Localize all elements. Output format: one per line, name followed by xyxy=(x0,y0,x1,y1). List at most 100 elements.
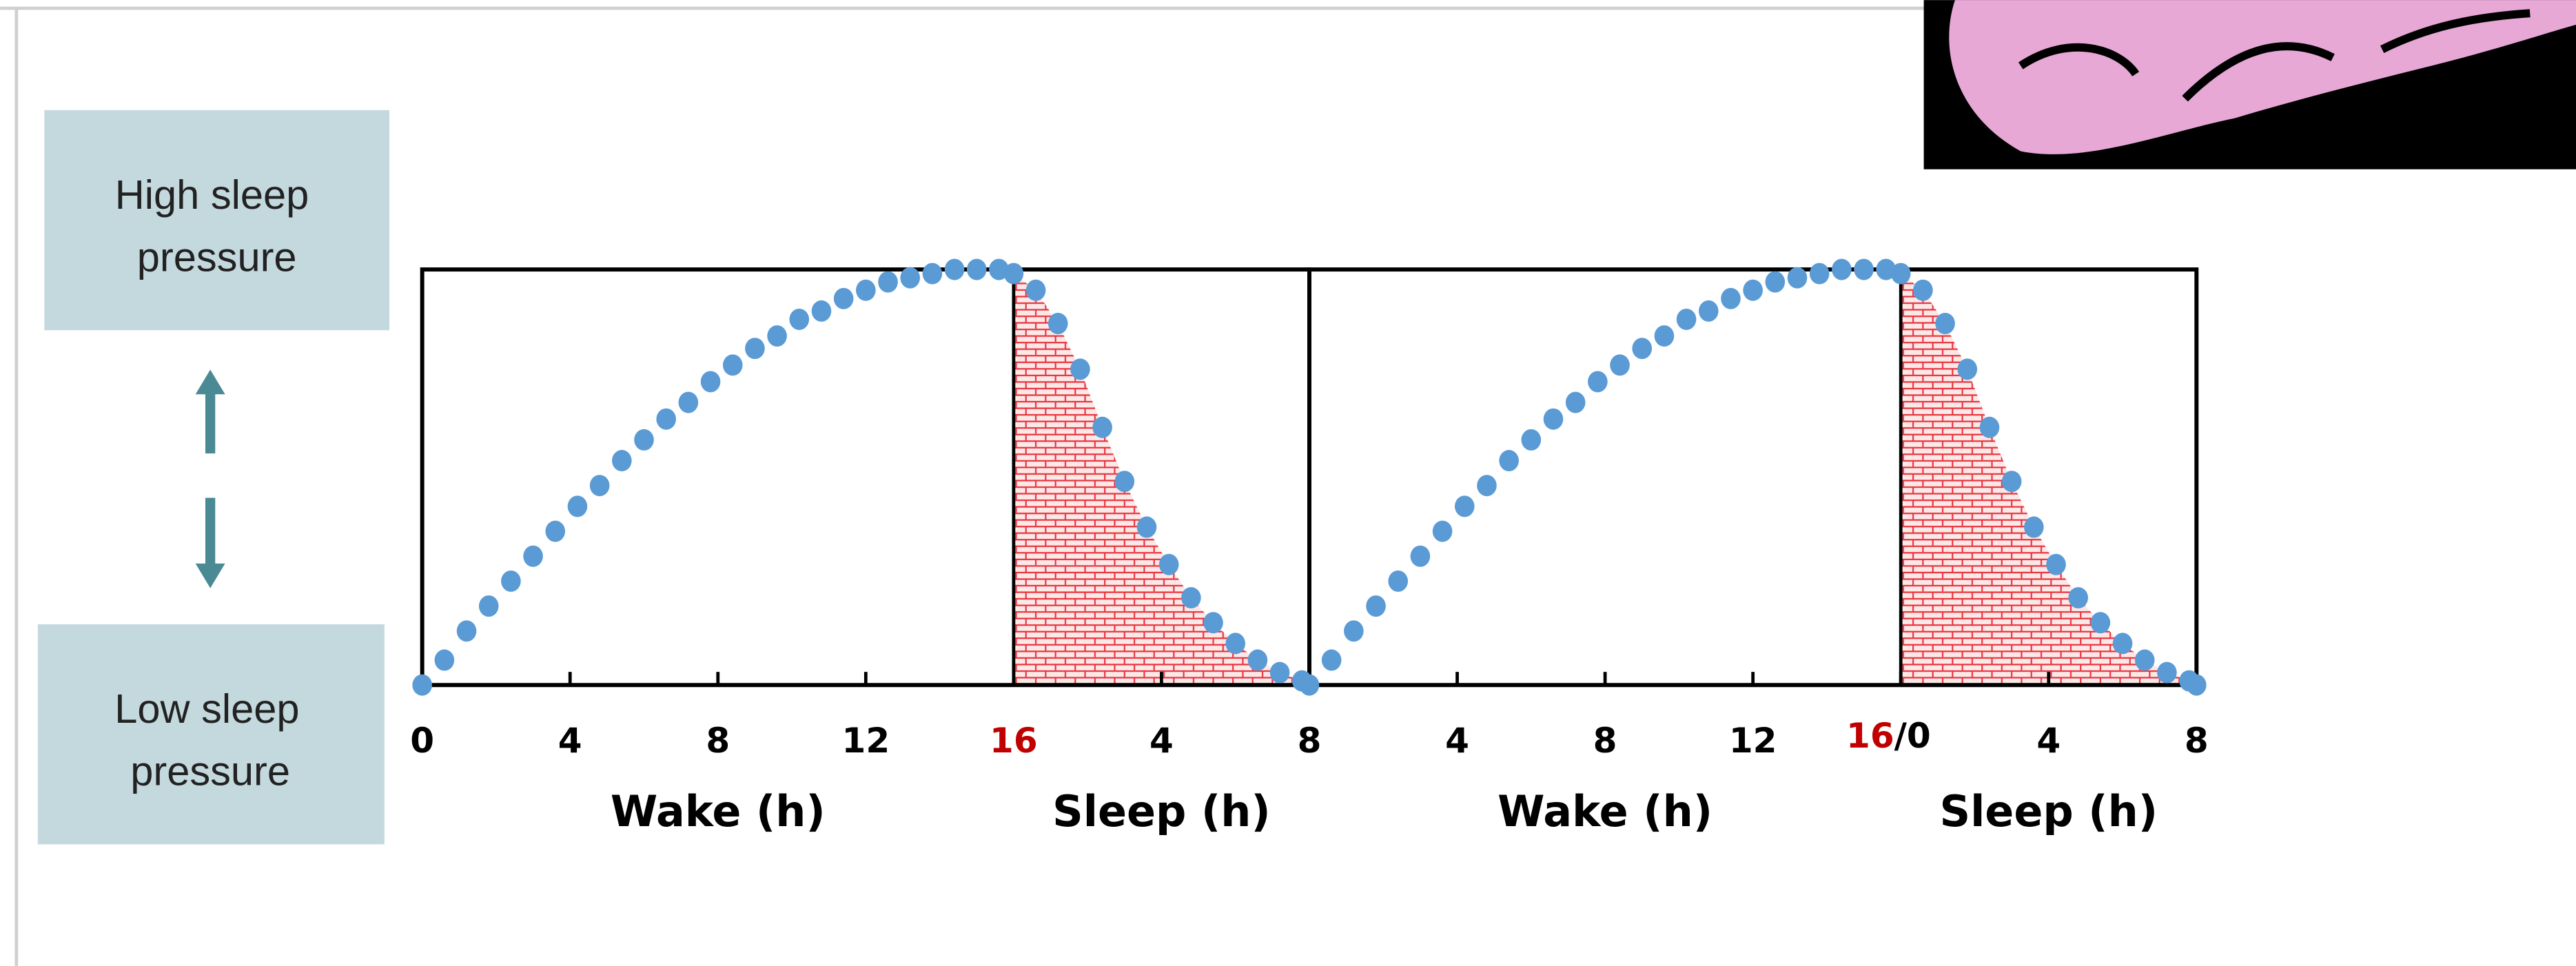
data-point xyxy=(1499,450,1519,472)
x-tick-label: 16 xyxy=(1846,716,1894,756)
data-point xyxy=(966,258,987,280)
data-point xyxy=(1344,620,1364,642)
data-point xyxy=(501,570,521,592)
data-point xyxy=(478,595,499,617)
brain-image xyxy=(1923,0,2576,169)
low-text: pressure xyxy=(130,748,290,794)
data-point xyxy=(2187,674,2207,696)
data-point xyxy=(1676,308,1697,330)
data-point xyxy=(722,354,743,376)
data-point xyxy=(989,258,1009,280)
data-point xyxy=(1092,416,1112,438)
data-point xyxy=(1181,587,1201,609)
high-text: pressure xyxy=(137,234,297,280)
data-point xyxy=(700,371,721,393)
data-point xyxy=(856,279,876,301)
data-point xyxy=(456,620,477,642)
data-point xyxy=(1876,258,1897,280)
data-point xyxy=(1225,633,1246,655)
x-axis-label: Wake (h) xyxy=(611,786,826,836)
data-point xyxy=(2001,471,2022,493)
data-point xyxy=(1269,661,1290,684)
data-point xyxy=(745,338,765,360)
x-tick-suffix: /0 xyxy=(1894,716,1931,756)
data-point xyxy=(1979,416,2000,438)
data-point xyxy=(1809,263,1830,285)
data-point xyxy=(2134,649,2155,671)
data-point xyxy=(1070,358,1090,380)
low-text: Low sleep xyxy=(114,686,299,732)
data-point xyxy=(567,495,588,517)
sleep-shade xyxy=(1013,274,1309,686)
low-box xyxy=(37,624,385,845)
data-point xyxy=(678,391,699,413)
data-point xyxy=(434,649,455,671)
data-point xyxy=(1025,279,1046,301)
data-point xyxy=(1832,258,1852,280)
data-point xyxy=(523,545,543,567)
data-point xyxy=(2090,612,2111,634)
x-tick-label: 4 xyxy=(1149,721,1174,761)
data-point xyxy=(922,263,943,285)
data-point xyxy=(1698,300,1719,322)
data-point xyxy=(1854,258,1874,280)
data-point xyxy=(545,520,566,542)
data-point xyxy=(1632,338,1653,360)
data-point xyxy=(900,267,920,289)
arrow-down xyxy=(195,497,225,588)
data-point xyxy=(944,258,965,280)
x-axis-label: Sleep (h) xyxy=(1939,786,2158,836)
data-point xyxy=(1477,475,1497,497)
x-axis-label: Wake (h) xyxy=(1497,786,1713,836)
data-point xyxy=(1432,520,1453,542)
data-point xyxy=(1158,553,1179,575)
data-point xyxy=(1743,279,1763,301)
data-point xyxy=(1203,612,1223,634)
x-tick-label: 16 xyxy=(990,721,1038,761)
data-point xyxy=(1299,674,1320,696)
data-point xyxy=(2024,516,2044,538)
data-point xyxy=(412,674,432,696)
plot: Wake (h) Sleep (h) Wake (h) Sleep (h) 0 4 8 12 1… xyxy=(410,258,2209,836)
data-point xyxy=(789,308,810,330)
data-point xyxy=(1047,313,1068,334)
sleep-shade xyxy=(1901,274,2197,686)
x-tick-label: 12 xyxy=(842,721,890,761)
x-tick-label: 8 xyxy=(1593,721,1617,761)
data-point xyxy=(1114,471,1135,493)
data-point xyxy=(1136,516,1157,538)
data-point xyxy=(1787,267,1808,289)
data-point xyxy=(767,325,787,347)
data-point xyxy=(2112,633,2133,655)
x-tick-label: 8 xyxy=(1298,721,1322,761)
x-tick-label: 8 xyxy=(2185,721,2209,761)
data-point xyxy=(1957,358,1978,380)
high-text: High sleep xyxy=(115,172,309,218)
data-point xyxy=(878,271,898,293)
high-box xyxy=(44,110,389,331)
data-point xyxy=(1454,495,1475,517)
data-point xyxy=(1610,354,1630,376)
x-tick-label: 0 xyxy=(410,721,434,761)
data-point xyxy=(1654,325,1675,347)
data-point xyxy=(1366,595,1386,617)
data-point xyxy=(1003,263,1024,285)
x-tick-label: 4 xyxy=(1445,721,1469,761)
data-point xyxy=(1388,570,1409,592)
data-point xyxy=(1247,649,1268,671)
data-point xyxy=(1565,391,1586,413)
data-point xyxy=(811,300,832,322)
data-point xyxy=(589,475,610,497)
data-point xyxy=(1721,287,1741,309)
data-point xyxy=(1890,263,1911,285)
data-point xyxy=(2068,587,2088,609)
data-point xyxy=(1521,429,1542,451)
pressure-legend: High sleep pressure Low sleep pressure xyxy=(37,110,389,845)
x-tick-label: 4 xyxy=(2036,721,2061,761)
x-tick-label: 4 xyxy=(558,721,582,761)
data-point xyxy=(1935,313,1955,334)
data-point xyxy=(656,408,676,430)
data-point xyxy=(833,287,854,309)
data-point xyxy=(2046,553,2066,575)
